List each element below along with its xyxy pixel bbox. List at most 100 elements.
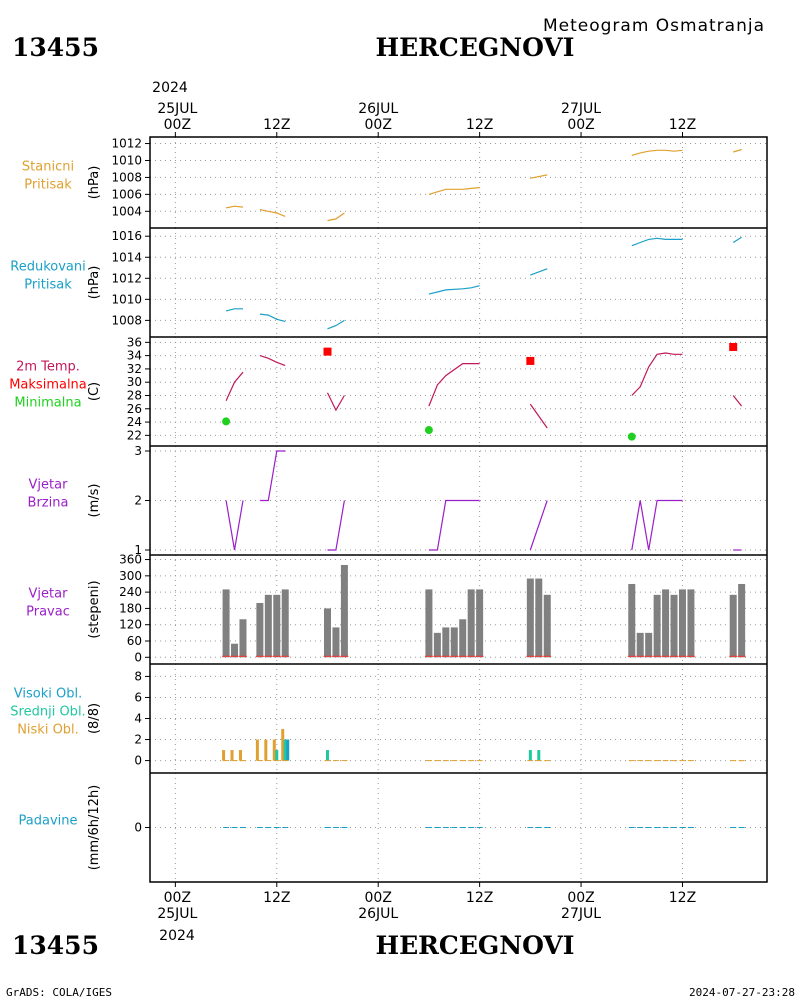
direction-bar <box>628 583 636 658</box>
y-tick-label: 22 <box>127 428 142 442</box>
cloud-bar <box>264 739 268 761</box>
y-tick-label: 26 <box>127 402 142 416</box>
y-tick-label: 24 <box>127 415 142 429</box>
direction-bar <box>526 578 534 658</box>
panel-clouds: 0 2 4 6 8 (8/8) Visoki Obl. Srednji Obl. Niski O… <box>10 664 767 773</box>
panel-label: Pritisak <box>24 278 72 293</box>
series-line <box>259 355 286 367</box>
cloud-bar <box>222 750 226 761</box>
y-tick-label: 32 <box>127 362 142 376</box>
direction-bar <box>231 643 239 658</box>
panel-wind-speed: 1 2 3 (m/s) Vjetar Brzina <box>28 444 767 557</box>
direction-bar <box>729 594 737 658</box>
direction-bar <box>442 627 450 658</box>
y-tick-label: 1012 <box>111 137 142 151</box>
y-tick-label: 36 <box>127 335 142 349</box>
series-line <box>225 308 243 312</box>
y-tick-label: 8 <box>134 669 142 683</box>
y-tick-label: 60 <box>127 634 142 648</box>
direction-bar <box>467 589 475 658</box>
series-line <box>732 236 742 244</box>
y-tick-label: 1 <box>134 543 142 557</box>
bottom-time-label: 26JUL <box>358 906 398 922</box>
series-line <box>327 500 345 551</box>
y-tick-label: 3 <box>134 444 142 458</box>
y-axis-title: (mm/6h/12h) <box>87 785 102 871</box>
series-line <box>225 205 244 209</box>
panel-label: Maksimalna <box>9 378 87 393</box>
y-tick-label: 6 <box>134 690 142 704</box>
series-line <box>631 499 683 551</box>
panel-label: Pravac <box>26 605 70 620</box>
panel-label: Vjetar <box>29 587 69 602</box>
bottom-time-label: 12Z <box>263 890 290 906</box>
series-line <box>428 187 480 195</box>
series-line <box>225 371 244 402</box>
cloud-bar <box>230 750 234 761</box>
station-name-top: HERCEGNOVI <box>375 33 574 62</box>
top-time-label: 00Z <box>567 117 594 133</box>
series-line <box>259 313 286 322</box>
bottom-time-label: 25JUL <box>157 906 197 922</box>
series-line <box>327 319 345 330</box>
series-line <box>530 174 548 179</box>
direction-bar <box>738 583 746 658</box>
panel-label: Niski Obl. <box>17 723 79 738</box>
direction-bar <box>222 589 230 658</box>
direction-bar <box>239 619 247 658</box>
station-id-top: 13455 <box>12 33 99 62</box>
series-line <box>326 392 345 412</box>
minimum-marker <box>222 417 231 426</box>
panel-label: 2m Temp. <box>16 360 80 375</box>
direction-bar <box>670 594 678 658</box>
cloud-bar <box>275 750 279 761</box>
series-line <box>529 500 548 551</box>
y-axis-title: (C) <box>87 382 102 401</box>
series-line <box>327 212 345 222</box>
cloud-bar <box>238 750 242 761</box>
minimum-marker <box>627 432 636 441</box>
series-line <box>428 285 480 295</box>
panel-label: Padavine <box>19 814 78 829</box>
grads-credit: GrADS: COLA/IGES <box>6 986 112 999</box>
y-tick-label: 1010 <box>111 153 142 167</box>
y-axis-title: (m/s) <box>87 484 102 518</box>
cloud-bar <box>528 750 532 761</box>
cloud-bar <box>286 739 290 761</box>
top-time-label: 12Z <box>466 117 493 133</box>
panel-label: Brzina <box>28 496 69 511</box>
y-tick-label: 0 <box>134 821 142 835</box>
panel-label: Minimalna <box>14 396 81 411</box>
panel-label: Pritisak <box>24 178 72 193</box>
direction-bar <box>433 632 441 658</box>
panel-label: Stanicni <box>22 160 74 175</box>
series-line <box>530 268 548 276</box>
cloud-bar <box>281 729 285 761</box>
direction-bar <box>281 589 289 658</box>
top-time-label: 27JUL <box>561 101 601 117</box>
meteogram-subtitle: Meteogram Osmatranja <box>543 16 765 36</box>
station-id-bottom: 13455 <box>12 931 99 960</box>
bottom-time-label: 00Z <box>164 890 191 906</box>
cloud-bar <box>255 739 259 761</box>
series-line <box>428 363 480 407</box>
direction-bar <box>332 627 340 658</box>
top-time-label: 25JUL <box>157 101 197 117</box>
panel-precipitation: 0 (mm/6h/12h) Padavine <box>19 773 767 882</box>
top-axis-year: 2024 <box>152 80 188 96</box>
direction-bar <box>323 608 331 658</box>
y-tick-label: 180 <box>119 601 142 615</box>
maximum-marker <box>323 347 332 356</box>
y-tick-label: 30 <box>127 375 142 389</box>
y-tick-label: 28 <box>127 388 142 402</box>
direction-bar <box>450 627 458 658</box>
series-line <box>631 352 683 396</box>
plot-timestamp: 2024-07-27-23:28 <box>689 986 795 999</box>
y-tick-label: 1012 <box>111 271 142 285</box>
panel-label: Vjetar <box>29 478 69 493</box>
direction-bar <box>340 564 348 658</box>
y-tick-label: 120 <box>119 618 142 632</box>
direction-bar <box>645 632 653 658</box>
